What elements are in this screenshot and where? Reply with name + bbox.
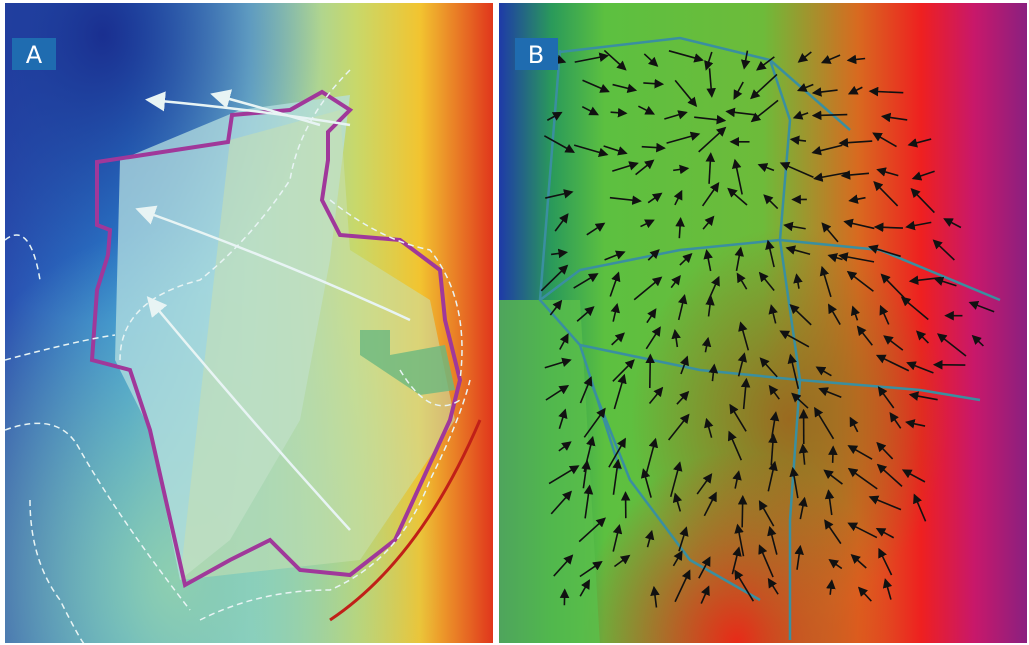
figure: A B (0, 0, 1029, 645)
flow-vector (833, 447, 834, 463)
panel-b: B (499, 3, 1027, 645)
panel-label: B (528, 41, 544, 69)
panel-a: A (5, 3, 493, 645)
page: A B (() => { const data = JSON.parse(doc… (0, 0, 1029, 645)
panel-label: A (26, 41, 43, 69)
flow-vector (650, 355, 651, 388)
flow-vector (742, 497, 743, 528)
flow-vector (813, 115, 847, 116)
flow-vector (875, 227, 903, 228)
flow-vector (611, 112, 626, 113)
